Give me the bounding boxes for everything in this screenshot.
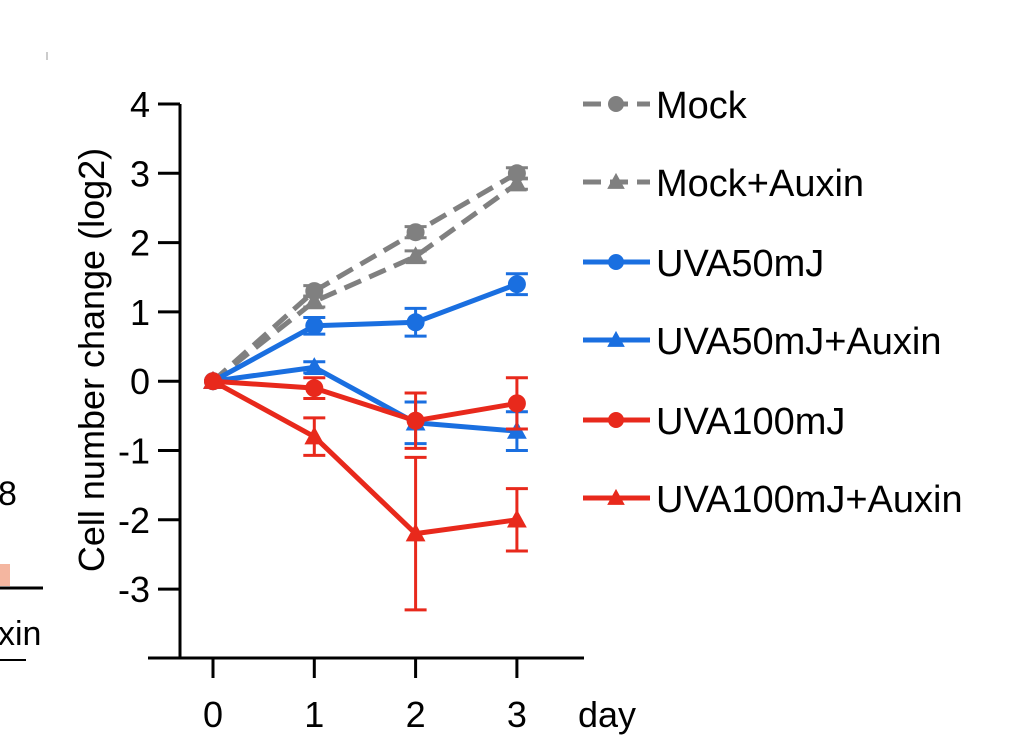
legend-label: UVA100mJ: [656, 401, 845, 443]
series-uva50mj: [204, 272, 528, 391]
data-point: [304, 357, 325, 376]
series-mock: [204, 164, 528, 391]
data-point: [405, 246, 426, 265]
legend-marker: [607, 330, 625, 347]
fragment-number: 8: [0, 475, 17, 513]
axes: 4 3 2 1 0 -1 -2 -3 0 1 2 3: [118, 84, 584, 735]
legend-label: UVA50mJ+Auxin: [656, 321, 941, 363]
y-tick-label: -3: [118, 569, 150, 610]
data-point: [406, 223, 425, 242]
data-point: [406, 411, 425, 430]
series-uva100mj: [204, 372, 528, 450]
y-axis-label: Cell number change (log2): [71, 148, 112, 572]
series-line: [211, 181, 519, 384]
legend-label: UVA100mJ+Auxin: [656, 479, 963, 521]
series-line: [211, 171, 519, 384]
x-tick-label: 1: [304, 694, 324, 735]
legend-marker: [607, 488, 625, 505]
y-tick-label: -2: [118, 500, 150, 541]
legend-item: UVA100mJ: [583, 401, 845, 443]
legend-marker: [608, 412, 624, 428]
legend-label: Mock+Auxin: [656, 163, 864, 205]
y-tick-label: 2: [130, 223, 150, 264]
data-point: [507, 275, 526, 294]
fragment-label: xin: [0, 615, 41, 653]
legend: Mock Mock+Auxin UVA50mJ UVA50mJ+Auxin UVA100…: [583, 85, 963, 521]
data-point: [305, 379, 324, 398]
series-uva100mj-auxin: [203, 370, 528, 612]
legend-marker: [608, 96, 624, 112]
legend-item: UVA50mJ: [583, 243, 824, 285]
data-point: [507, 173, 527, 192]
data-point: [507, 394, 526, 413]
y-tick-label: 0: [130, 361, 150, 402]
y-tick-label: 3: [130, 153, 150, 194]
series-line: [211, 379, 518, 537]
legend-marker: [608, 254, 624, 270]
x-tick-label: 3: [507, 694, 527, 735]
legend-label: Mock: [656, 85, 748, 127]
data-point: [203, 370, 223, 389]
legend-item: Mock: [583, 85, 748, 127]
y-ticks: 4 3 2 1 0 -1 -2 -3: [118, 84, 180, 610]
x-tick-label: 2: [406, 694, 426, 735]
series-line: [211, 281, 518, 384]
data-point: [304, 291, 325, 310]
data-point: [305, 316, 324, 335]
data-point: [507, 509, 527, 528]
x-axis-label: day: [578, 694, 636, 735]
legend-item: Mock+Auxin: [583, 163, 864, 205]
legend-item: UVA50mJ+Auxin: [583, 321, 941, 363]
series-line: [212, 364, 518, 434]
left-panel-fragment: 8 xin: [0, 52, 48, 661]
series-mock-auxin: [203, 173, 528, 389]
data-point: [304, 426, 325, 445]
x-tick-label: 0: [203, 694, 223, 735]
fragment-bar: [0, 564, 10, 586]
y-tick-label: -1: [118, 431, 150, 472]
data-point: [406, 313, 425, 332]
y-tick-label: 1: [130, 292, 150, 333]
data-point: [405, 523, 426, 542]
y-tick-label: 4: [130, 84, 150, 125]
legend-marker: [607, 172, 625, 189]
series-line: [212, 378, 518, 424]
legend-item: UVA100mJ+Auxin: [583, 479, 963, 521]
plot-area: [203, 164, 528, 612]
x-ticks: 0 1 2 3: [203, 658, 527, 735]
legend-label: UVA50mJ: [656, 243, 824, 285]
